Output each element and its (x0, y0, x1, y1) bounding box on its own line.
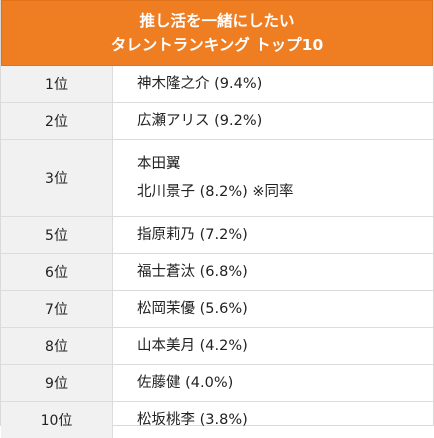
title-line-1: 推し活を一緒にしたい (139, 12, 295, 30)
rank-cell: 1位 (1, 66, 113, 102)
table-row: 6位 福士蒼汰 (6.8%) (1, 253, 433, 290)
name-cell: 佐藤健 (4.0%) (113, 365, 433, 401)
table-row: 7位 松岡茉優 (5.6%) (1, 290, 433, 327)
name-text: 福士蒼汰 (6.8%) (137, 264, 248, 280)
name-cell: 松坂桃李 (3.8%) (113, 402, 433, 438)
rank-cell: 7位 (1, 291, 113, 327)
table-row: 5位 指原莉乃 (7.2%) (1, 216, 433, 253)
table-row: 3位 本田翼 北川景子 (8.2%) ※同率 (1, 139, 433, 216)
name-cell: 広瀬アリス (9.2%) (113, 103, 433, 139)
name-cell: 松岡茉優 (5.6%) (113, 291, 433, 327)
table-row: 2位 広瀬アリス (9.2%) (1, 102, 433, 139)
name-text: 佐藤健 (4.0%) (137, 375, 234, 391)
table-header: 推し活を一緒にしたい タレントランキング トップ10 (1, 0, 433, 66)
rank-cell: 10位 (1, 402, 113, 438)
rank-cell: 6位 (1, 254, 113, 290)
name-cell: 本田翼 北川景子 (8.2%) ※同率 (113, 140, 433, 216)
rank-cell: 2位 (1, 103, 113, 139)
name-text: 北川景子 (8.2%) ※同率 (137, 184, 294, 200)
table-row: 10位 松坂桃李 (3.8%) (1, 401, 433, 438)
name-text: 本田翼 (137, 156, 181, 172)
name-cell: 指原莉乃 (7.2%) (113, 217, 433, 253)
name-cell: 山本美月 (4.2%) (113, 328, 433, 364)
name-cell: 福士蒼汰 (6.8%) (113, 254, 433, 290)
rank-cell: 5位 (1, 217, 113, 253)
name-text: 指原莉乃 (7.2%) (137, 227, 248, 243)
table-row: 1位 神木隆之介 (9.4%) (1, 66, 433, 102)
rank-cell: 8位 (1, 328, 113, 364)
name-text: 広瀬アリス (9.2%) (137, 113, 263, 129)
name-text: 神木隆之介 (9.4%) (137, 76, 263, 92)
rank-cell: 9位 (1, 365, 113, 401)
name-text: 松坂桃李 (3.8%) (137, 412, 248, 428)
name-text: 松岡茉優 (5.6%) (137, 301, 248, 317)
title-line-2: タレントランキング トップ10 (110, 36, 324, 54)
rank-cell: 3位 (1, 140, 113, 216)
name-cell: 神木隆之介 (9.4%) (113, 66, 433, 102)
table-row: 9位 佐藤健 (4.0%) (1, 364, 433, 401)
name-text: 山本美月 (4.2%) (137, 338, 248, 354)
table-row: 8位 山本美月 (4.2%) (1, 327, 433, 364)
